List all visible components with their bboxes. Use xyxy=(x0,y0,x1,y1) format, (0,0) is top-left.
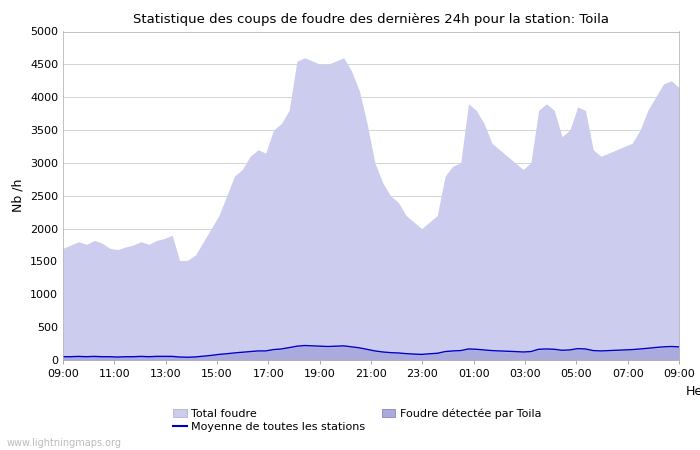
Title: Statistique des coups de foudre des dernières 24h pour la station: Toila: Statistique des coups de foudre des dern… xyxy=(133,13,609,26)
Legend: Total foudre, Moyenne de toutes les stations, Foudre détectée par Toila: Total foudre, Moyenne de toutes les stat… xyxy=(174,408,541,432)
Text: Heure: Heure xyxy=(686,385,700,398)
Text: www.lightningmaps.org: www.lightningmaps.org xyxy=(7,438,122,448)
Y-axis label: Nb /h: Nb /h xyxy=(11,179,25,212)
